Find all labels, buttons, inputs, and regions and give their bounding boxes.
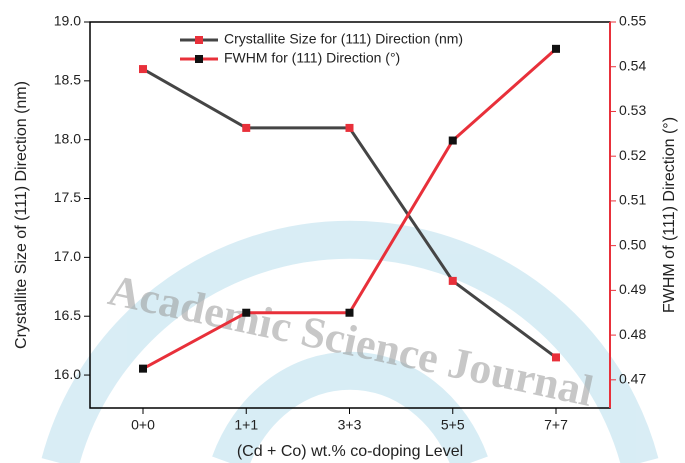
- y2-tick-label: 0.53: [619, 102, 646, 118]
- y2-tick-label: 0.47: [619, 371, 646, 387]
- y-tick-label: 16.0: [54, 366, 81, 382]
- data-point: [242, 308, 251, 317]
- y2-tick-label: 0.48: [619, 326, 646, 342]
- data-point: [552, 353, 560, 362]
- y-tick-label: 17.5: [54, 189, 81, 205]
- data-point: [242, 123, 251, 132]
- watermark-shapes: [41, 220, 659, 463]
- y2-axis-label: FWHM of (111) Direction (°): [661, 117, 678, 313]
- y-tick-label: 19.0: [54, 13, 81, 29]
- y-tick-label: 18.5: [54, 72, 81, 88]
- legend-label: FWHM for (111) Direction (°): [224, 50, 400, 66]
- y2-tick-label: 0.49: [619, 281, 646, 297]
- x-tick-label: 1+1: [234, 417, 258, 433]
- data-point: [139, 65, 147, 74]
- y2-tick-label: 0.55: [619, 13, 646, 29]
- watermark-arc: [212, 351, 488, 463]
- data-point: [345, 308, 354, 317]
- x-tick-label: 3+3: [338, 417, 362, 433]
- y-tick-label: 16.5: [54, 307, 81, 323]
- legend-marker: [195, 36, 203, 44]
- legend-label: Crystallite Size for (111) Direction (nm…: [224, 31, 463, 47]
- watermark-arc: [41, 220, 659, 463]
- data-point: [448, 276, 457, 285]
- y2-tick-label: 0.51: [619, 192, 646, 208]
- y-tick-label: 18.0: [54, 130, 81, 146]
- data-point: [139, 364, 147, 373]
- x-tick-label: 0+0: [131, 417, 155, 433]
- y2-tick-label: 0.50: [619, 236, 646, 252]
- data-point: [345, 123, 354, 132]
- data-point: [552, 44, 560, 53]
- y2-tick-label: 0.54: [619, 57, 646, 73]
- y-axis-label: Crystallite Size of (111) Direction (nm): [13, 81, 30, 349]
- x-tick-label: 7+7: [544, 417, 568, 433]
- y-tick-label: 17.0: [54, 248, 81, 264]
- legend-marker: [195, 55, 203, 63]
- y2-tick-label: 0.52: [619, 147, 646, 163]
- x-tick-label: 5+5: [441, 417, 465, 433]
- data-point: [448, 136, 457, 145]
- x-axis-label: (Cd + Co) wt.% co-doping Level: [237, 443, 463, 460]
